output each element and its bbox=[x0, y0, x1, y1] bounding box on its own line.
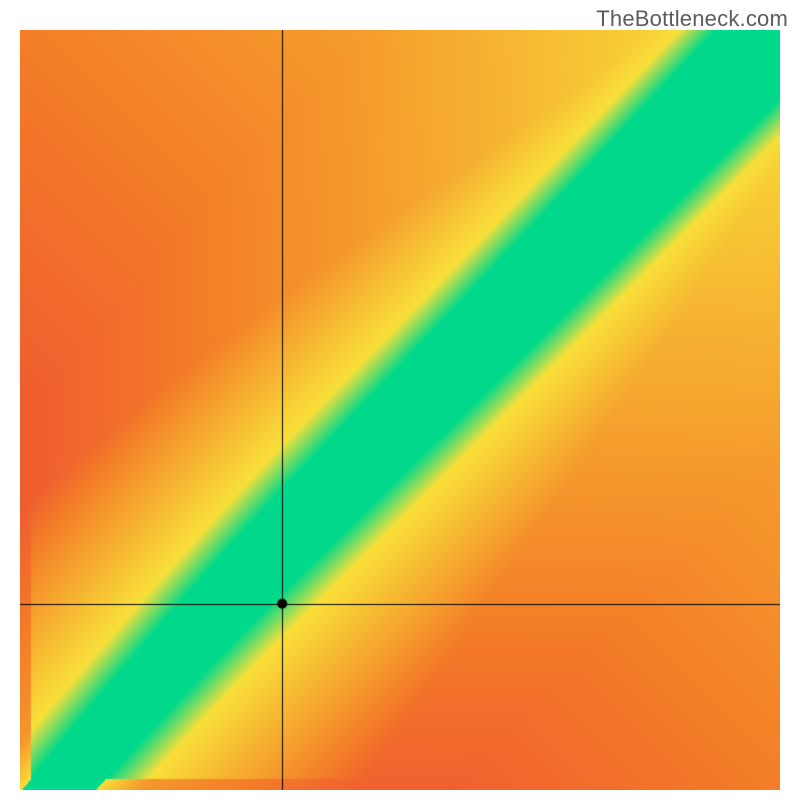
crosshair-overlay bbox=[20, 30, 780, 790]
site-watermark: TheBottleneck.com bbox=[596, 6, 788, 32]
heatmap-chart bbox=[20, 30, 780, 790]
